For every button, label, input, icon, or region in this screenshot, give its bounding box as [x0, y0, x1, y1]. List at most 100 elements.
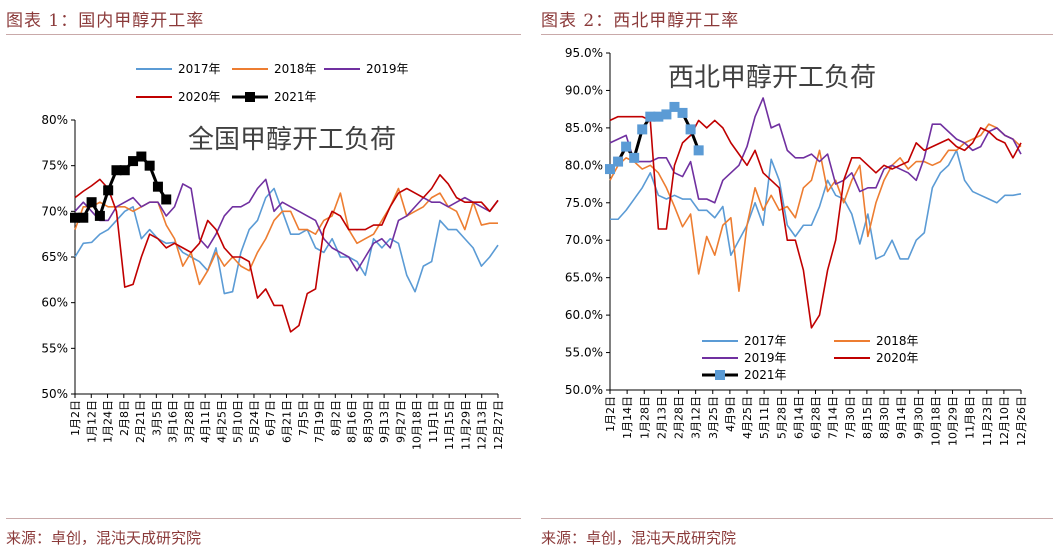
- legend-label: 2017年: [744, 334, 787, 348]
- figure2-bottom-rule: [541, 518, 1053, 519]
- legend-label: 2019年: [744, 351, 787, 365]
- x-tick-label: 1月28日: [638, 396, 651, 439]
- x-tick-label: 11月23日: [981, 396, 994, 446]
- x-tick-label: 10月18日: [411, 400, 424, 450]
- x-tick-label: 4月25日: [741, 396, 754, 439]
- legend-item: 2017年: [136, 62, 221, 76]
- data-point-2021: [78, 212, 89, 223]
- series-line-2019: [609, 97, 1022, 204]
- data-point-2021: [103, 185, 114, 196]
- legend-label: 2017年: [178, 62, 221, 76]
- x-tick-label: 9月13日: [378, 400, 391, 443]
- legend-label: 2018年: [876, 334, 919, 348]
- y-tick-label: 70.0%: [565, 233, 603, 247]
- data-point-2021: [111, 165, 122, 176]
- x-tick-label: 2月8日: [118, 400, 131, 436]
- data-point-2021: [136, 151, 147, 162]
- x-tick-label: 7月19日: [313, 400, 326, 443]
- figure1-source: 来源：卓创，混沌天成研究院: [6, 529, 202, 547]
- data-point-2021: [144, 160, 155, 171]
- x-tick-label: 7月5日: [297, 400, 310, 436]
- chart-northwest-methanol-operating-rate: 50.0% 55.0% 60.0% 65.0% 70.0% 75.0% 80.0% 85.0%…: [565, 46, 1028, 446]
- legend-label: 2018年: [274, 62, 317, 76]
- data-point-2021: [161, 194, 172, 205]
- x-tick-label: 6月14日: [792, 396, 805, 439]
- data-point-2021: [661, 109, 672, 120]
- x-tick-label: 5月10日: [232, 400, 245, 443]
- chart-title: 西北甲醇开工负荷: [668, 63, 876, 93]
- series-line-2020: [609, 115, 1022, 329]
- x-tick-label: 2月13日: [655, 396, 668, 439]
- data-point-2021: [613, 156, 624, 167]
- x-tick-label: 1月2日: [604, 396, 617, 432]
- x-tick-label: 9月27日: [394, 400, 407, 443]
- data-point-2021: [677, 107, 688, 118]
- legend-item: 2021年: [702, 368, 787, 382]
- legend-item: 2018年: [834, 334, 919, 348]
- x-tick-label: 3月28日: [183, 400, 196, 443]
- legend-item: 2019年: [702, 351, 787, 365]
- data-point-2021: [119, 165, 130, 176]
- legend-label: 2020年: [178, 90, 221, 104]
- x-tick-label: 4月9日: [724, 396, 737, 432]
- x-tick-label: 1月12日: [85, 400, 98, 443]
- x-tick-label: 3月12日: [690, 396, 703, 439]
- x-tick-label: 4月11日: [199, 400, 212, 443]
- x-tick-label: 5月11日: [758, 396, 771, 439]
- legend-label: 2021年: [744, 368, 787, 382]
- legend-item: 2020年: [834, 351, 919, 365]
- data-point-2021: [645, 111, 656, 122]
- y-tick-label: 75.0%: [565, 196, 603, 210]
- legend-label: 2019年: [366, 62, 409, 76]
- y-tick-label: 55%: [41, 341, 68, 355]
- y-tick-label: 60%: [41, 296, 68, 310]
- x-tick-label: 2月21日: [134, 400, 147, 443]
- legend-label: 2020年: [876, 351, 919, 365]
- x-tick-label: 1月14日: [621, 396, 634, 439]
- data-point-2021: [621, 141, 632, 152]
- x-tick-label: 5月24日: [248, 400, 261, 443]
- y-tick-label: 90.0%: [565, 83, 603, 97]
- legend-label: 2021年: [274, 90, 317, 104]
- x-tick-label: 11月1日: [427, 400, 440, 443]
- figure1-caption: 图表 1：国内甲醇开工率: [6, 11, 205, 31]
- y-tick-label: 50.0%: [565, 383, 603, 397]
- series-line-2018: [609, 123, 1022, 292]
- y-tick-label: 55.0%: [565, 346, 603, 360]
- chart-title: 全国甲醇开工负荷: [188, 125, 396, 155]
- legend-marker: [715, 370, 725, 380]
- x-tick-label: 8月16日: [346, 400, 359, 443]
- data-point-2021: [669, 101, 680, 112]
- data-point-2021: [605, 164, 615, 175]
- data-point-2021: [94, 210, 105, 221]
- x-tick-label: 1月24日: [102, 400, 115, 443]
- x-tick-label: 8月2日: [329, 400, 342, 436]
- series-line-2017: [74, 187, 499, 295]
- y-tick-label: 65%: [41, 250, 68, 264]
- x-tick-label: 11月8日: [964, 396, 977, 439]
- data-point-2021: [637, 124, 648, 135]
- y-tick-label: 80%: [41, 113, 68, 127]
- y-tick-label: 85.0%: [565, 121, 603, 135]
- x-tick-label: 9月14日: [895, 396, 908, 439]
- x-tick-label: 8月30日: [878, 396, 891, 439]
- figure1-bottom-rule: [6, 518, 521, 519]
- data-point-2021: [653, 111, 664, 122]
- x-tick-label: 1月2日: [69, 400, 82, 436]
- data-point-2021: [86, 197, 97, 208]
- x-tick-label: 6月28日: [810, 396, 823, 439]
- x-tick-label: 3月25日: [707, 396, 720, 439]
- x-tick-label: 6月7日: [264, 400, 277, 436]
- x-tick-label: 11月15日: [443, 400, 456, 450]
- x-tick-label: 7月14日: [827, 396, 840, 439]
- data-point-2021: [152, 181, 163, 192]
- legend-item: 2017年: [702, 334, 787, 348]
- legend-item: 2021年: [232, 90, 317, 104]
- x-tick-label: 12月13日: [476, 400, 489, 450]
- chart-national-methanol-operating-rate: 50%55%60%65%70%75%80%1月2日 1月12日 1月24日 2月8日 2…: [41, 62, 505, 450]
- figure1-top-rule: [6, 34, 521, 35]
- x-tick-label: 11月29日: [459, 400, 472, 450]
- y-tick-label: 50%: [41, 387, 68, 401]
- data-point-2021: [70, 212, 80, 223]
- x-tick-label: 12月27日: [492, 400, 505, 450]
